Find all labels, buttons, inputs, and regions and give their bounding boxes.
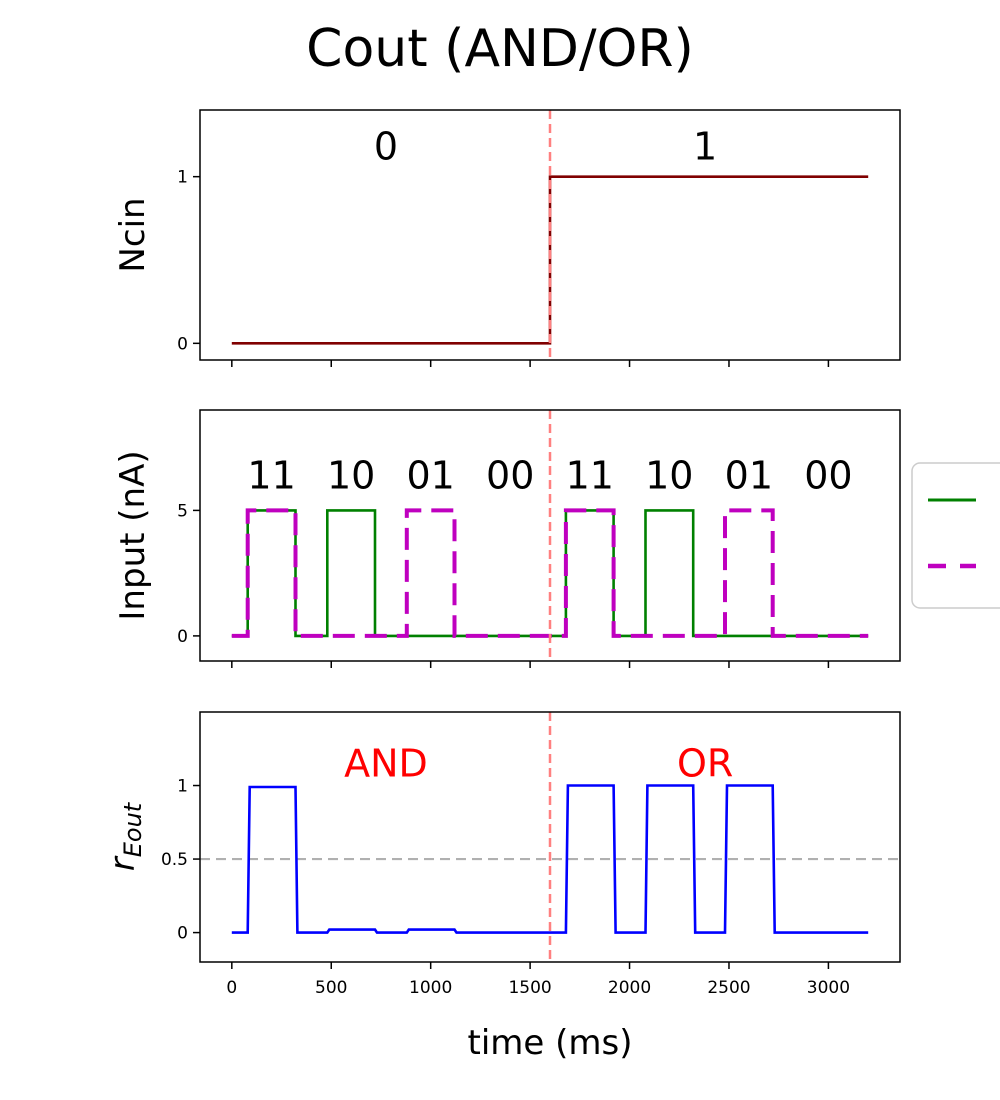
x-tick-label: 1500: [508, 978, 551, 998]
series-line-1: [231, 784, 869, 934]
x-tick-label: 3000: [807, 978, 850, 998]
annotation-label: OR: [677, 741, 733, 785]
legend: [911, 462, 1000, 609]
x-axis-label: time (ms): [468, 1023, 633, 1063]
y-tick-label: 1: [177, 777, 188, 797]
y-tick-label: 0.5: [161, 850, 188, 870]
x-tick-label: 500: [315, 978, 347, 998]
panel-3: 0 0.5 1 0 500 1000 1500 2000 2500 3000 AND OR rEout: [103, 711, 901, 998]
annotation-label: AND: [344, 741, 428, 785]
y-tick-label: 5: [177, 501, 188, 521]
x-tick-label: 2500: [707, 978, 750, 998]
annotation-label: 0: [374, 125, 398, 169]
panel-1: 0 1 0 1 Ncin: [113, 109, 901, 367]
annotation-label: 1: [693, 125, 717, 169]
y-tick-label: 1: [177, 168, 188, 188]
series-line-1: [231, 175, 869, 345]
annotation-label: 11: [566, 453, 614, 497]
x-tick-label: 1000: [409, 978, 452, 998]
annotation-label: 00: [804, 453, 852, 497]
annotation-label: 11: [247, 453, 295, 497]
axes-frame: [199, 711, 901, 963]
y-tick-label: 0: [177, 334, 188, 354]
y-axis-label: Ncin: [113, 197, 153, 272]
annotation-label: 10: [327, 453, 375, 497]
annotation-label: 10: [645, 453, 693, 497]
x-tick-label: 0: [226, 978, 237, 998]
annotation-label: 00: [486, 453, 534, 497]
annotation-label: 01: [407, 453, 455, 497]
axes-frame: [199, 409, 901, 662]
panel-2: 0 5 11 10 01 00 11 10 01 00 Input (nA): [113, 409, 901, 668]
y-axis-label: Input (nA): [113, 450, 153, 620]
series-line-2: [231, 508, 869, 638]
y-axis-label: rEout: [103, 801, 147, 871]
x-tick-label: 2000: [608, 978, 651, 998]
axes-frame: [199, 109, 901, 361]
y-tick-label: 0: [177, 924, 188, 944]
annotation-label: 01: [725, 453, 773, 497]
chart-title: Cout (AND/OR): [306, 19, 694, 79]
y-tick-label: 0: [177, 627, 188, 647]
legend-box: [911, 462, 1000, 609]
